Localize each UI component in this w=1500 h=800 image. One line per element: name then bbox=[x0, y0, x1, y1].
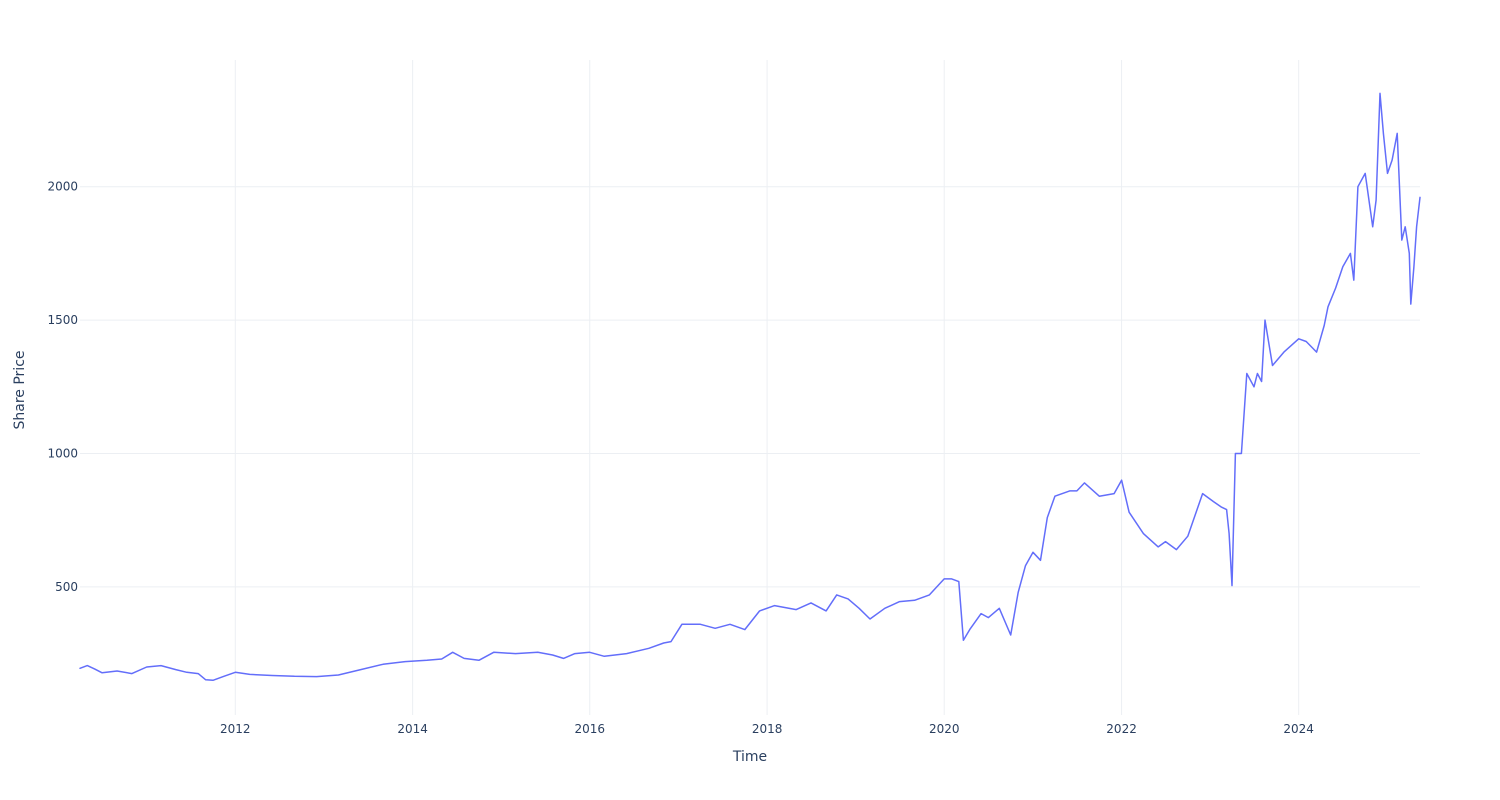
x-tick-label: 2012 bbox=[220, 722, 251, 736]
tick-layer: 2012 2014 2016 2018 2020 2022 2024 500 1000 1500 2… bbox=[47, 180, 1314, 736]
x-tick-label: 2014 bbox=[397, 722, 428, 736]
y-tick-label: 2000 bbox=[47, 180, 78, 194]
series-layer bbox=[79, 92, 1421, 682]
x-axis-title: Time bbox=[732, 749, 767, 765]
x-tick-label: 2016 bbox=[574, 722, 605, 736]
x-tick-label: 2018 bbox=[752, 722, 783, 736]
y-tick-label: 1000 bbox=[47, 447, 78, 461]
x-tick-label: 2020 bbox=[929, 722, 960, 736]
y-axis-title: Share Price bbox=[12, 350, 28, 429]
x-tick-label: 2024 bbox=[1283, 722, 1314, 736]
grid-layer bbox=[80, 60, 1420, 715]
x-tick-label: 2022 bbox=[1106, 722, 1137, 736]
y-tick-label: 500 bbox=[55, 580, 78, 594]
price-line-series bbox=[79, 92, 1421, 682]
y-tick-label: 1500 bbox=[47, 313, 78, 327]
